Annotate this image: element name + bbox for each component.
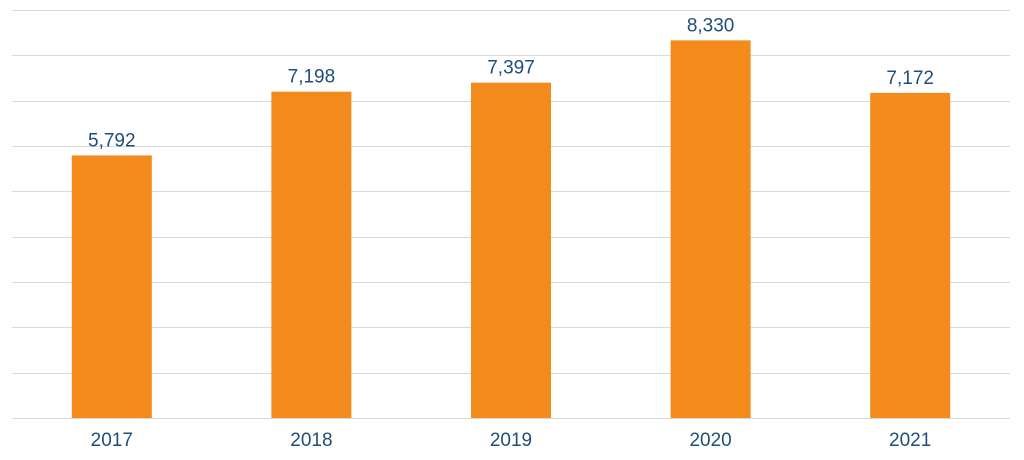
x-tick-label-2019: 2019 (490, 430, 532, 451)
bar-2018 (271, 91, 352, 418)
bar-2020 (670, 40, 751, 419)
bar-2021 (870, 92, 951, 419)
x-tick-label-2021: 2021 (889, 430, 931, 451)
data-label-2018: 7,198 (288, 67, 336, 88)
data-label-2019: 7,397 (487, 58, 535, 79)
x-tick-label-2018: 2018 (290, 430, 332, 451)
data-labels-group: 5,792 7,198 7,397 8,330 7,172 (88, 15, 934, 151)
x-tick-label-2020: 2020 (689, 430, 731, 451)
bar-2017 (71, 155, 152, 419)
x-tick-labels-group: 2017 2018 2019 2020 2021 (91, 430, 932, 451)
data-label-2020: 8,330 (687, 15, 735, 36)
bars-group (71, 40, 951, 419)
bar-2019 (471, 82, 551, 418)
data-label-2017: 5,792 (88, 130, 136, 151)
x-tick-label-2017: 2017 (91, 430, 133, 451)
data-label-2021: 7,172 (886, 68, 934, 89)
